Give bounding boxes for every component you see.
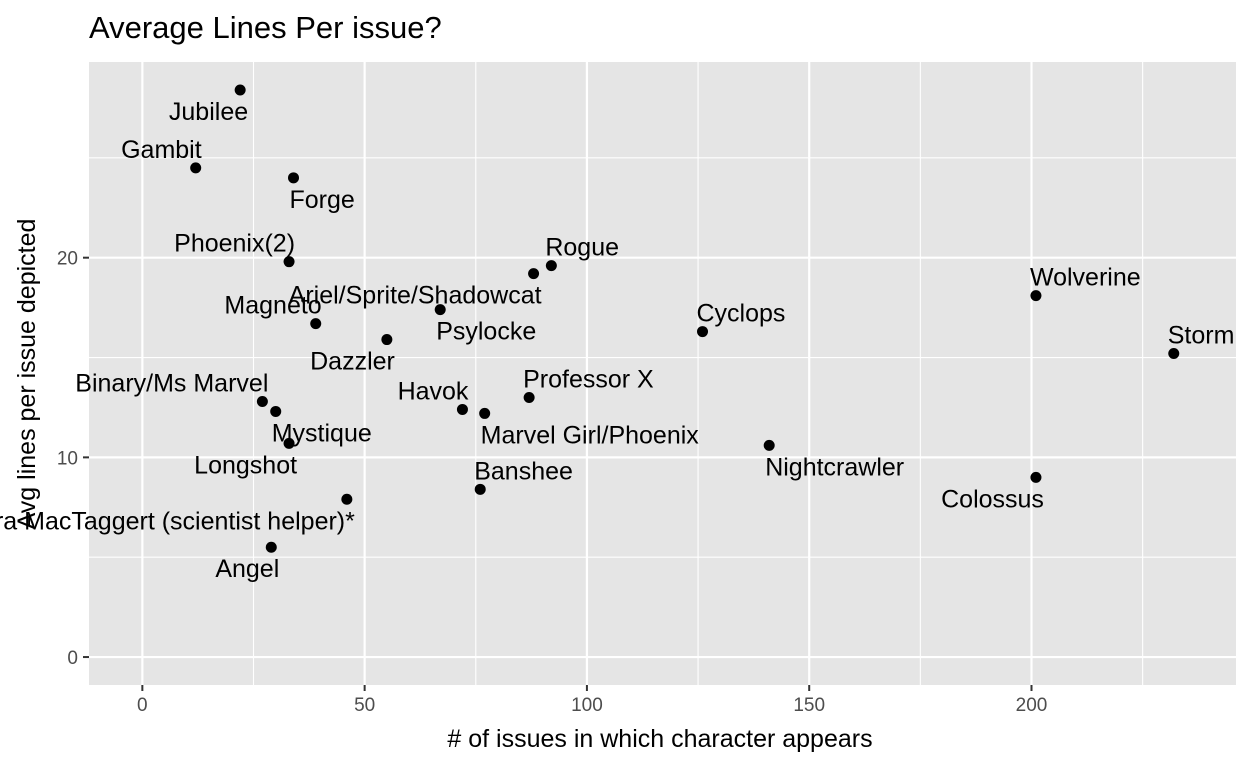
- minor-gridlines: [89, 62, 1236, 685]
- data-point: [1030, 471, 1042, 483]
- data-point: [434, 304, 446, 316]
- point-label: Rogue: [545, 234, 619, 262]
- plot-panel: [89, 62, 1236, 685]
- point-label: Angel: [215, 555, 279, 583]
- data-points: [190, 84, 1180, 553]
- data-point: [545, 260, 557, 272]
- x-tick-label: 150: [793, 695, 825, 716]
- point-label: Marvel Girl/Phoenix: [481, 421, 700, 449]
- major-gridlines: [89, 62, 1236, 685]
- chart-title: Average Lines Per issue?: [89, 10, 442, 45]
- point-label: Cyclops: [697, 300, 786, 328]
- data-point: [283, 437, 295, 449]
- data-point: [1030, 290, 1042, 302]
- data-point: [528, 268, 540, 280]
- x-axis-title: # of issues in which character appears: [447, 725, 872, 753]
- point-label: Magneto: [224, 292, 321, 320]
- y-tick-label: 0: [67, 648, 78, 669]
- data-point: [479, 407, 491, 419]
- data-point: [523, 391, 535, 403]
- data-point: [234, 84, 246, 96]
- y-axis-title: Avg lines per issue depicted: [13, 219, 41, 530]
- point-label: Phoenix(2): [174, 230, 295, 258]
- point-label: Jubilee: [169, 98, 248, 126]
- point-label: Havok: [398, 377, 469, 405]
- x-tick-label: 50: [354, 695, 375, 716]
- x-tick-label: 100: [571, 695, 603, 716]
- point-label: Banshee: [474, 457, 573, 485]
- data-point: [265, 541, 277, 553]
- data-point: [190, 162, 202, 174]
- data-point: [256, 395, 268, 407]
- point-label: Longshot: [194, 451, 297, 479]
- axis-ticks: [83, 256, 1033, 691]
- point-label: Binary/Ms Marvel: [75, 369, 268, 397]
- point-labels: Jubilee Gambit Forge Phoenix(2) RogueAriel/S…: [0, 98, 1234, 583]
- x-tick-label: 200: [1016, 695, 1048, 716]
- data-point: [763, 439, 775, 451]
- y-tick-label: 20: [57, 249, 78, 270]
- data-point: [474, 483, 486, 495]
- data-point: [310, 318, 322, 330]
- point-label: Wolverine: [1030, 264, 1141, 292]
- point-label: Mystique: [272, 419, 372, 447]
- data-point: [288, 172, 300, 184]
- point-label: Professor X: [523, 365, 654, 393]
- point-label: Forge: [290, 186, 355, 214]
- data-point: [381, 334, 393, 346]
- y-tick-label: 10: [57, 448, 78, 469]
- data-point: [283, 256, 295, 268]
- point-label: Nightcrawler: [765, 453, 904, 481]
- data-point: [1168, 348, 1180, 360]
- data-point: [456, 403, 468, 415]
- point-label: Ariel/Sprite/Shadowcat: [289, 282, 542, 310]
- x-tick-label: 0: [137, 695, 148, 716]
- point-label: Gambit: [121, 136, 202, 164]
- point-label: Moira MacTaggert (scientist helper)*: [0, 507, 355, 535]
- point-label: Psylocke: [436, 318, 536, 346]
- data-point: [341, 493, 353, 505]
- point-label: Dazzler: [310, 348, 395, 376]
- data-point: [697, 326, 709, 338]
- tick-labels: 0 50 100 150 200 0 10 20: [57, 249, 1047, 716]
- point-label: Storm: [1168, 322, 1235, 350]
- point-label: Colossus: [941, 485, 1044, 513]
- data-point: [270, 405, 282, 417]
